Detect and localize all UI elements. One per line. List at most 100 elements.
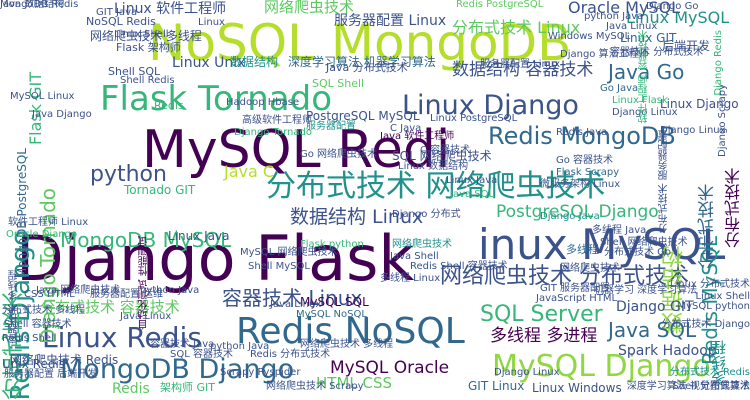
cloud-word: Django Go xyxy=(646,1,699,12)
cloud-word: python Java xyxy=(584,11,644,22)
cloud-word: MySQL SQL xyxy=(300,295,369,309)
cloud-word: Shell Redis xyxy=(120,75,175,86)
cloud-word: Java Linux xyxy=(606,21,658,32)
cloud-word: Django Scrapy xyxy=(717,84,728,157)
cloud-word: Java SQL xyxy=(450,189,495,200)
cloud-word: 服务器配置 xyxy=(306,121,356,132)
cloud-word: Linux Redis xyxy=(42,321,202,354)
cloud-word: Shell 容器技术 xyxy=(4,319,72,330)
cloud-word: Django Tornado xyxy=(234,127,312,138)
cloud-word: Shell 网络爬虫技术 xyxy=(600,237,688,248)
cloud-word: 架构师 GIT xyxy=(160,381,215,394)
cloud-word: C 容器技术 xyxy=(420,145,471,156)
cloud-word: 微服务架构 Linux xyxy=(540,179,621,190)
cloud-word: Linux Java xyxy=(168,229,230,243)
cloud-word: PostgreSQL Django xyxy=(496,202,659,222)
cloud-word: Django Linux xyxy=(660,125,726,136)
cloud-word: MySQL 网络爬虫技术 xyxy=(240,247,338,258)
cloud-word: Linux PostgreSQL xyxy=(430,113,518,124)
cloud-word: Java Linux xyxy=(120,311,172,322)
cloud-word: SQL Server xyxy=(480,302,603,327)
cloud-word: PostgreSQL MySQL xyxy=(306,109,420,123)
cloud-word: 机器学习 深度学习算法 xyxy=(594,285,698,296)
cloud-word: Hadoop Hbase xyxy=(226,97,300,108)
cloud-word: Redis NoSQL xyxy=(236,311,465,352)
cloud-word: Oracle Django xyxy=(6,229,78,240)
cloud-word: 分布式技术 Redis xyxy=(669,367,750,378)
cloud-word: 多线程 Java xyxy=(592,225,647,236)
cloud-word: MongoDB Redis xyxy=(0,0,79,10)
cloud-word: MongoDB PostgreSQL xyxy=(15,148,29,279)
cloud-word: Java C xyxy=(224,162,275,181)
cloud-word: Redis PostgreSQL xyxy=(456,0,544,10)
cloud-word: SQL 网络爬虫技术 xyxy=(392,149,492,163)
cloud-word: 分布式技术 容器技术 xyxy=(40,298,180,316)
cloud-word: Linux 分布式技术 xyxy=(669,279,750,290)
cloud-word: MongoDB Django xyxy=(60,354,295,385)
cloud-word: 网络爬虫技术 xyxy=(560,263,620,274)
cloud-word: 服务器配置 Linux xyxy=(480,59,561,70)
cloud-word: 容器技术 多线程 xyxy=(9,270,20,344)
cloud-word: 分布式技术 网络爬虫技术 xyxy=(266,169,606,204)
cloud-word: Java Linux xyxy=(270,299,322,310)
cloud-word: 数据结构 xyxy=(230,55,279,69)
cloud-word: 容器技术 分布式技术 xyxy=(610,47,704,58)
cloud-word: Linux 软件工程师 xyxy=(114,1,227,17)
cloud-word: 分布式技术 Linux xyxy=(452,18,581,37)
cloud-word: Django 分布式 xyxy=(392,209,461,220)
cloud-word: Java Go xyxy=(608,60,685,84)
cloud-word: NoSQL Redis xyxy=(86,15,156,28)
cloud-word: Unix Redis xyxy=(2,357,66,371)
cloud-word: GIT Java xyxy=(96,7,138,18)
cloud-word: SQL 容器技术 xyxy=(170,349,233,360)
cloud-word: 多线程 多进程 xyxy=(490,326,598,346)
cloud-word: Go Java xyxy=(600,83,639,94)
cloud-word: 网络爬虫技术 xyxy=(264,0,355,16)
cloud-word: MongoDB MySQL xyxy=(60,228,232,252)
cloud-word: Linux xyxy=(198,17,225,28)
cloud-word: Java 网络爬虫技术 xyxy=(36,285,121,296)
cloud-word: Scrapy Pyspider xyxy=(220,367,301,378)
cloud-word: 分布式技术 xyxy=(724,168,743,248)
cloud-word: Linux Django xyxy=(402,90,579,121)
cloud-word: Java Django xyxy=(32,109,92,120)
cloud-word: JavaScript HTML xyxy=(536,293,618,304)
cloud-word: 分布式技术 多线程 xyxy=(2,305,86,316)
cloud-word: Redis MongoDB xyxy=(488,122,676,150)
cloud-word: GIT 服务器配置 xyxy=(540,283,610,294)
cloud-word: 服务器配置 运维 xyxy=(90,289,164,300)
cloud-word: Linux Shell xyxy=(695,291,750,302)
cloud-word: Django Java xyxy=(540,211,600,222)
cloud-word: Flask python xyxy=(300,239,364,250)
cloud-word: 后端开发 xyxy=(662,39,711,53)
cloud-word: Django Linux xyxy=(612,107,678,118)
cloud-word: 软件工程师 容器技术 xyxy=(639,30,650,124)
cloud-word: 深度学习算法 视觉图像算法 xyxy=(626,381,750,392)
cloud-word: 容器技术 Linux xyxy=(222,286,363,310)
cloud-word: 分布式技术 Go xyxy=(604,247,672,258)
cloud-word: Flask Scrapy xyxy=(556,167,620,178)
cloud-word: Django Linux xyxy=(494,367,560,378)
cloud-word: 网络爬虫技术 多线程 xyxy=(300,339,394,350)
cloud-word: Redis xyxy=(154,99,184,112)
cloud-word: Tornado GIT xyxy=(124,183,196,197)
cloud-word: 服务器配置 Linux xyxy=(334,13,447,29)
cloud-word: Java 分布式技术 xyxy=(326,61,408,74)
cloud-word: 多线程 Linux xyxy=(380,273,441,284)
cloud-word: Django 算法工程师 xyxy=(560,49,649,60)
cloud-word: Oracle MySQL xyxy=(568,0,681,17)
cloud-word: 多线程 xyxy=(710,340,728,385)
cloud-word: Linux MySQL xyxy=(626,8,730,27)
cloud-word: Flask Tornado xyxy=(100,79,332,119)
cloud-word: Shell SQL xyxy=(108,65,161,78)
cloud-word: Linux Shell xyxy=(114,29,169,40)
cloud-word: Java 软件工程师 xyxy=(380,131,455,142)
cloud-word: 深度学习算法 机器学习算法 xyxy=(288,55,436,69)
cloud-word: 服务器配置 后端开发 xyxy=(4,369,98,380)
cloud-word: MySQL Redi xyxy=(142,120,451,180)
cloud-word: MySQL Linux xyxy=(10,91,75,102)
cloud-word: Linux Unix xyxy=(172,55,246,71)
cloud-word: python Java xyxy=(140,285,200,296)
cloud-word: Django Flask xyxy=(16,222,415,295)
